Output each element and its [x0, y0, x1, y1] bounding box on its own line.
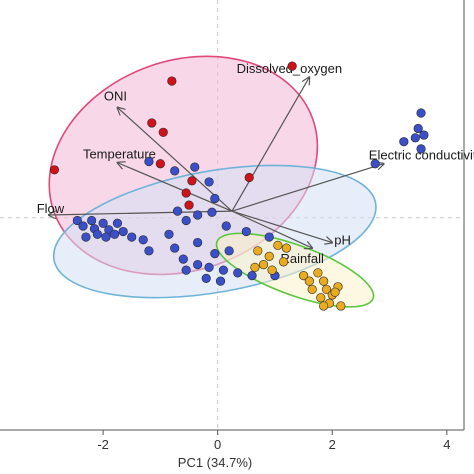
point-series-1-3 — [147, 118, 157, 128]
point-series-1-8 — [244, 172, 254, 183]
point-series-3-4 — [281, 243, 292, 253]
point-series-2-48 — [193, 237, 203, 248]
point-series-2-8 — [144, 156, 154, 167]
point-series-2-21 — [78, 221, 88, 231]
point-series-3-9 — [299, 271, 309, 281]
point-series-3-6 — [267, 265, 277, 275]
point-series-3-13 — [321, 284, 332, 295]
loading-arrow-6 — [231, 210, 332, 242]
point-series-2-33 — [138, 235, 148, 245]
score-points — [49, 61, 429, 311]
point-series-1-4 — [158, 127, 168, 137]
point-series-2-49 — [144, 246, 154, 256]
point-series-2-12 — [210, 193, 220, 204]
point-series-1-1 — [287, 61, 297, 71]
point-series-2-26 — [92, 229, 102, 239]
loading-arrow-2 — [231, 77, 309, 212]
point-series-2-29 — [112, 218, 123, 228]
point-series-1-2 — [167, 76, 177, 86]
point-series-3-15 — [316, 293, 326, 303]
loading-arrow-4 — [231, 164, 384, 212]
loading-arrow-1 — [117, 108, 233, 212]
point-series-2-35 — [170, 243, 180, 253]
point-series-2-7 — [370, 159, 380, 169]
loading-label-4: Electric conductivity — [369, 148, 474, 163]
point-series-2-10 — [190, 162, 200, 172]
point-series-2-3 — [419, 130, 429, 140]
point-series-1-5 — [49, 165, 60, 175]
point-series-2-37 — [181, 265, 191, 275]
point-series-3-16 — [307, 284, 317, 295]
point-series-2-38 — [193, 260, 203, 270]
point-series-2-44 — [201, 273, 211, 283]
point-series-2-15 — [181, 215, 191, 226]
loading-arrow-5 — [49, 210, 233, 215]
point-series-1-10 — [184, 200, 194, 210]
point-series-1-6 — [155, 159, 165, 169]
point-series-2-11 — [204, 177, 214, 187]
point-series-3-2 — [264, 251, 274, 261]
point-series-2-40 — [210, 248, 220, 259]
point-series-2-30 — [118, 226, 128, 237]
x-axis-title: PC1 (34.7%) — [178, 455, 252, 470]
point-series-2-4 — [410, 133, 420, 143]
point-series-2-31 — [81, 232, 91, 242]
loading-label-1: ONI — [104, 89, 127, 104]
point-series-2-32 — [127, 232, 137, 242]
point-series-3-3 — [273, 240, 283, 250]
point-series-2-2 — [413, 123, 423, 134]
loading-vectors: ONIDissolved_oxygenTemperatureElectric c… — [37, 61, 474, 266]
point-series-3-21 — [319, 301, 329, 311]
point-series-2-19 — [264, 232, 274, 242]
point-series-2-20 — [72, 215, 82, 226]
point-series-2-17 — [221, 221, 231, 231]
point-series-2-36 — [178, 254, 188, 264]
loading-arrow-3 — [117, 163, 233, 212]
point-series-2-18 — [241, 226, 251, 237]
point-series-2-41 — [218, 265, 229, 275]
point-series-2-24 — [98, 218, 108, 228]
point-series-1-9 — [181, 188, 191, 198]
point-series-2-14 — [193, 210, 203, 220]
axes — [0, 0, 465, 431]
x-tick-label-4: 4 — [443, 437, 450, 452]
point-series-2-47 — [224, 246, 234, 256]
point-series-3-12 — [319, 276, 329, 286]
loading-label-7: Rainfall — [281, 251, 324, 266]
point-series-2-13 — [207, 207, 217, 217]
point-series-2-45 — [247, 271, 257, 281]
point-series-2-27 — [101, 232, 111, 242]
point-series-2-16 — [172, 206, 183, 216]
point-series-3-11 — [313, 268, 323, 278]
x-ticks: -2 0 2 4 — [97, 430, 450, 452]
x-tick-label-3: 2 — [329, 437, 336, 452]
point-series-2-6 — [399, 137, 409, 147]
point-series-2-1 — [416, 108, 426, 118]
point-series-1-7 — [187, 176, 197, 186]
x-tick-label-1: -2 — [97, 437, 109, 452]
point-series-2-34 — [164, 229, 174, 239]
point-series-3-10 — [304, 276, 314, 286]
point-series-2-43 — [215, 276, 226, 286]
loading-label-5: Flow — [37, 201, 65, 216]
point-series-3-1 — [253, 246, 263, 256]
point-series-2-5 — [416, 144, 426, 154]
point-series-3-5 — [258, 260, 269, 270]
x-tick-label-2: 0 — [214, 437, 221, 452]
point-series-2-28 — [109, 229, 120, 239]
loading-arrow-7 — [231, 210, 312, 248]
point-series-3-19 — [336, 301, 346, 311]
point-series-3-20 — [330, 287, 340, 297]
loading-label-6: pH — [334, 233, 351, 248]
point-series-2-9 — [170, 166, 180, 176]
point-series-3-8 — [250, 262, 260, 272]
point-series-2-22 — [87, 215, 97, 226]
loading-label-3: Temperature — [83, 147, 156, 162]
point-series-2-42 — [233, 268, 243, 278]
point-series-2-39 — [204, 262, 214, 272]
point-series-3-7 — [278, 257, 289, 267]
